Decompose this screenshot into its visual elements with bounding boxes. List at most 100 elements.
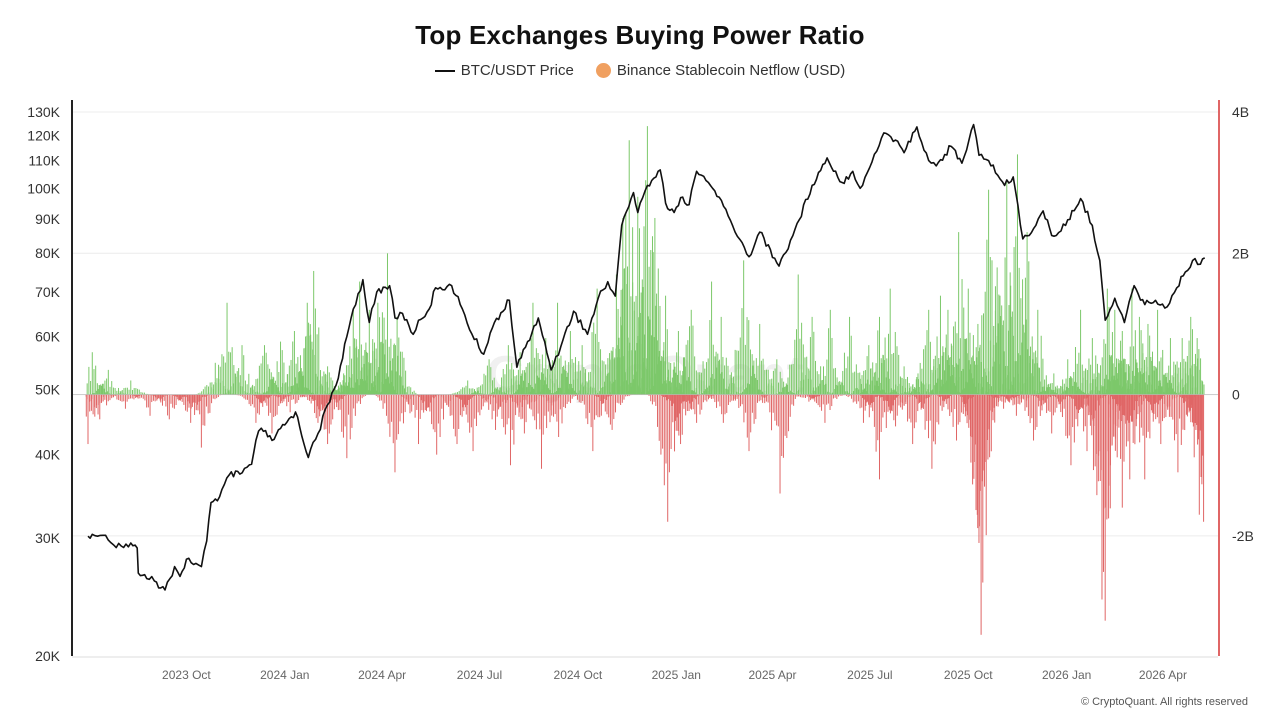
- netflow-bar: [1165, 394, 1167, 407]
- netflow-bar: [544, 394, 546, 416]
- netflow-bar: [846, 391, 848, 395]
- netflow-bar: [972, 378, 974, 395]
- netflow-bar: [421, 394, 423, 411]
- netflow-bar: [1053, 389, 1055, 395]
- netflow-bar: [691, 394, 693, 402]
- netflow-bar: [1033, 394, 1035, 441]
- netflow-bar: [551, 393, 553, 395]
- netflow-bar: [1112, 363, 1114, 395]
- netflow-bar: [996, 342, 998, 395]
- netflow-bar: [867, 379, 869, 395]
- legend-item-netflow[interactable]: Binance Stablecoin Netflow (USD): [595, 62, 845, 79]
- netflow-bar: [275, 384, 277, 395]
- netflow-bar: [439, 394, 441, 397]
- netflow-bar: [891, 394, 893, 412]
- netflow-bar: [389, 394, 391, 437]
- netflow-bar: [385, 378, 387, 395]
- netflow-bar: [401, 394, 403, 414]
- netflow-bar: [367, 375, 369, 395]
- netflow-bar: [141, 394, 143, 398]
- netflow-bar: [304, 347, 306, 395]
- netflow-bar: [1055, 388, 1057, 395]
- netflow-bar: [549, 389, 551, 395]
- netflow-bar: [383, 383, 385, 395]
- netflow-bar: [465, 394, 467, 408]
- netflow-bar: [783, 381, 785, 395]
- netflow-bar: [1121, 367, 1123, 395]
- netflow-bar: [1170, 382, 1172, 395]
- netflow-bar: [717, 394, 719, 402]
- netflow-bar: [611, 394, 613, 396]
- netflow-bar: [762, 394, 764, 398]
- netflow-bar: [682, 394, 684, 399]
- netflow-bar: [892, 394, 894, 406]
- netflow-bar: [625, 374, 627, 395]
- netflow-bar: [151, 394, 153, 396]
- netflow-bar: [279, 394, 281, 398]
- netflow-bar: [166, 394, 168, 396]
- netflow-bar: [142, 392, 144, 395]
- netflow-bar: [821, 380, 823, 395]
- netflow-bar: [744, 344, 746, 395]
- x-axis-tick-label: 2024 Jul: [457, 668, 502, 682]
- netflow-bar: [823, 384, 825, 395]
- netflow-bar: [688, 394, 690, 411]
- netflow-bar: [138, 389, 140, 395]
- netflow-bar: [656, 293, 658, 395]
- netflow-bar: [342, 380, 344, 395]
- netflow-bar: [351, 387, 353, 395]
- netflow-bar: [724, 365, 726, 395]
- netflow-bar: [408, 386, 410, 395]
- btc-price-line: [87, 123, 1206, 591]
- netflow-bar: [618, 391, 620, 395]
- netflow-bar: [518, 384, 520, 395]
- netflow-bar: [705, 394, 707, 396]
- netflow-bar: [477, 390, 479, 395]
- netflow-bar: [1001, 305, 1003, 395]
- netflow-bar: [285, 394, 287, 398]
- netflow-bar: [947, 394, 949, 410]
- netflow-bar: [1130, 392, 1132, 395]
- netflow-bar: [1154, 394, 1156, 404]
- netflow-bar: [405, 392, 407, 395]
- netflow-bar: [303, 394, 305, 398]
- netflow-bar: [1191, 365, 1193, 395]
- netflow-bar: [1089, 391, 1091, 395]
- netflow-bar: [357, 357, 359, 395]
- netflow-bar: [683, 394, 685, 409]
- legend-item-price[interactable]: BTC/USDT Price: [434, 62, 574, 79]
- netflow-bar: [581, 384, 583, 395]
- netflow-bar: [435, 394, 437, 397]
- netflow-bar: [999, 295, 1001, 395]
- netflow-bar: [1162, 393, 1164, 395]
- netflow-bar: [351, 358, 353, 395]
- netflow-bar: [1128, 393, 1130, 395]
- netflow-bar: [843, 352, 845, 395]
- netflow-bar: [488, 359, 490, 395]
- netflow-bar: [351, 394, 353, 428]
- netflow-bar: [1123, 358, 1125, 395]
- netflow-bar: [817, 386, 819, 395]
- netflow-bar: [682, 371, 684, 395]
- netflow-bar: [780, 392, 782, 395]
- netflow-bar: [1023, 324, 1025, 395]
- netflow-bar: [995, 394, 997, 407]
- netflow-bar: [1108, 390, 1110, 395]
- netflow-bar: [765, 394, 767, 402]
- netflow-bar: [1195, 394, 1197, 430]
- netflow-bar: [344, 382, 346, 395]
- netflow-bar: [731, 394, 733, 401]
- netflow-bar: [228, 351, 230, 395]
- netflow-bar: [774, 394, 776, 421]
- netflow-bar: [263, 345, 265, 395]
- netflow-bar: [340, 394, 342, 399]
- netflow-bar: [280, 386, 282, 395]
- netflow-bar: [513, 394, 515, 403]
- netflow-bar: [317, 394, 319, 423]
- netflow-bar: [291, 385, 293, 395]
- netflow-bar: [1014, 394, 1016, 405]
- netflow-bar: [343, 385, 345, 395]
- netflow-bar: [1145, 394, 1147, 438]
- netflow-bar: [1102, 394, 1104, 572]
- netflow-bar: [933, 394, 935, 442]
